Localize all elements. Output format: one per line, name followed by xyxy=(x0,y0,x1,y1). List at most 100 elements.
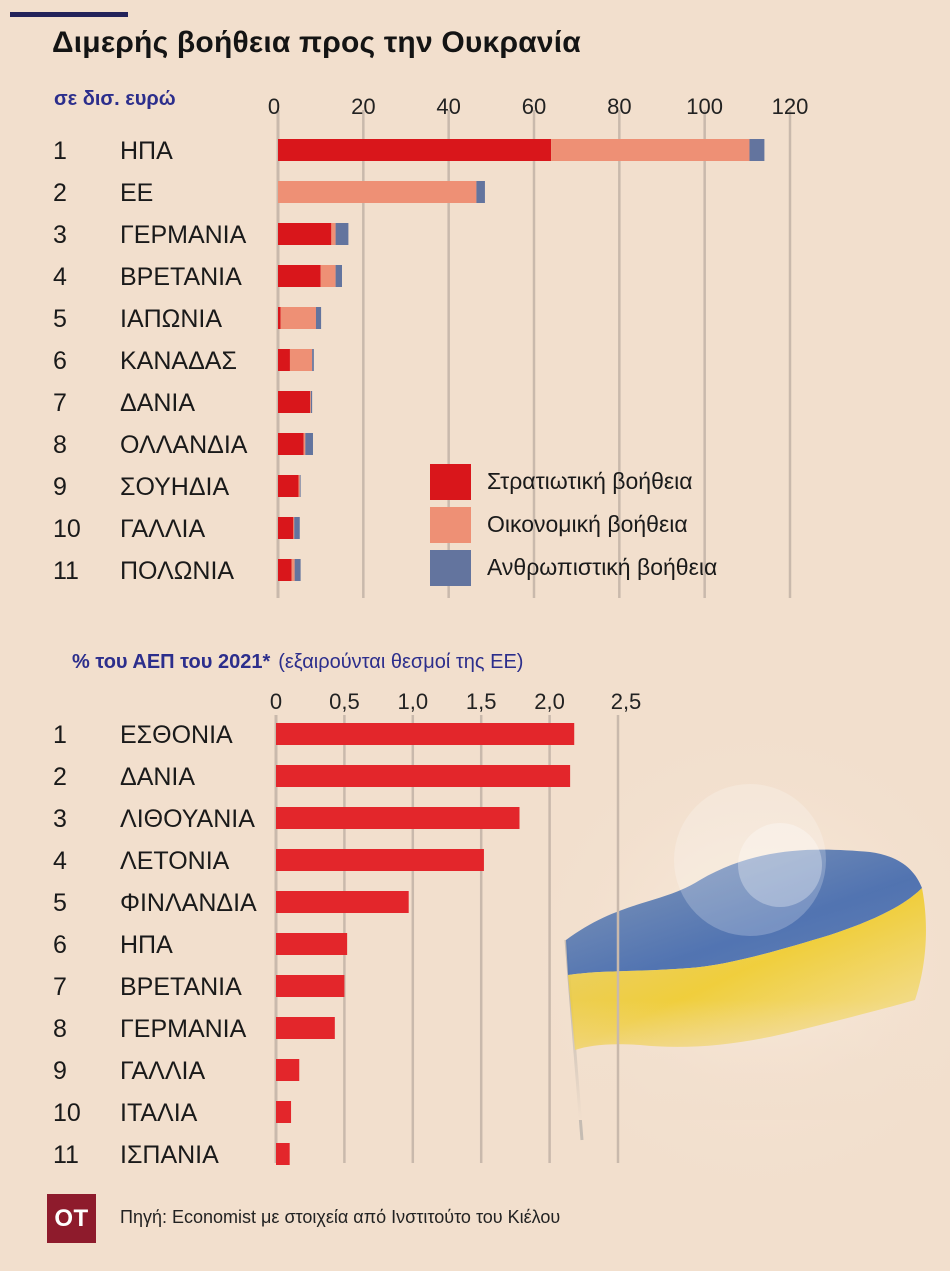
tick-label: 60 xyxy=(522,94,546,119)
bar-segment xyxy=(476,181,485,203)
bar-segment xyxy=(289,349,313,371)
source-note: Πηγή: Economist με στοιχεία από Ινστιτού… xyxy=(120,1207,561,1227)
bar-segment xyxy=(294,559,301,581)
rank-label: 1 xyxy=(53,137,67,165)
category-label: ΟΛΛΑΝΔΙΑ xyxy=(120,431,248,459)
bar-segment xyxy=(294,517,300,539)
tick-label: 2,5 xyxy=(611,689,642,714)
flag-blue-stripe xyxy=(566,849,922,975)
bar-segment xyxy=(331,223,336,245)
category-label: ΛΕΤΟΝΙΑ xyxy=(120,847,230,875)
rank-label: 5 xyxy=(53,889,67,917)
rank-label: 6 xyxy=(53,931,67,959)
bar xyxy=(276,849,484,871)
rank-label: 2 xyxy=(53,763,67,791)
legend-item-humanitarian: Ανθρωπιστική βοήθεια xyxy=(430,546,717,589)
bar-segment xyxy=(278,265,321,287)
legend-swatch-military xyxy=(430,463,471,500)
rank-label: 10 xyxy=(53,515,81,543)
flag-fade xyxy=(560,1000,940,1120)
bar-segment xyxy=(278,307,281,329)
bar-segment xyxy=(278,181,477,203)
category-label: ΕΣΘΟΝΙΑ xyxy=(120,721,233,749)
rank-label: 3 xyxy=(53,221,67,249)
tick-label: 0 xyxy=(270,689,282,714)
category-label: ΒΡΕΤΑΝΙΑ xyxy=(120,263,242,291)
bar-segment xyxy=(315,307,322,329)
lens-flare xyxy=(674,784,826,936)
bar xyxy=(276,891,409,913)
rank-label: 3 xyxy=(53,805,67,833)
bar xyxy=(276,723,575,745)
category-label: ΗΠΑ xyxy=(120,931,173,959)
legend-label-financial: Οικονομική βοήθεια xyxy=(487,511,688,537)
category-label: ΣΟΥΗΔΙΑ xyxy=(120,473,229,501)
category-label: ΓΑΛΛΙΑ xyxy=(120,515,205,543)
rank-label: 8 xyxy=(53,431,67,459)
category-label: ΔΑΝΙΑ xyxy=(120,389,195,417)
bar xyxy=(276,765,571,787)
bar-segment xyxy=(278,517,294,539)
legend-label-humanitarian: Ανθρωπιστική βοήθεια xyxy=(487,554,718,580)
page-title: Διμερής βοήθεια προς την Ουκρανία xyxy=(52,26,581,59)
bar-segment xyxy=(310,391,313,413)
bar-segment xyxy=(280,307,316,329)
rank-label: 4 xyxy=(53,263,67,291)
lens-flare-small xyxy=(738,823,822,907)
bar-segment xyxy=(278,139,552,161)
rank-label: 1 xyxy=(53,721,67,749)
rank-label: 11 xyxy=(53,1141,79,1169)
aid-billions-chart: 0 20 40 60 80 100 120 1 ΗΠΑ 2 ΕΕ 3 ΓΕΡΜΑΝΙΑ 4 ΒΡΕΤΑΝΙΑ… xyxy=(53,94,809,598)
bar-segment xyxy=(312,349,314,371)
category-label: ΙΣΠΑΝΙΑ xyxy=(120,1141,219,1169)
bar xyxy=(276,1101,292,1123)
legend-swatch-financial xyxy=(430,506,471,543)
category-label: ΓΑΛΛΙΑ xyxy=(120,1057,205,1085)
legend-item-military: Στρατιωτική βοήθεια xyxy=(430,460,717,503)
category-label: ΙΤΑΛΙΑ xyxy=(120,1099,198,1127)
ot-logo: OT xyxy=(47,1194,96,1243)
top-rule xyxy=(10,12,128,17)
category-label: ΔΑΝΙΑ xyxy=(120,763,195,791)
rank-label: 10 xyxy=(53,1099,81,1127)
category-label: ΛΙΘΟΥΑΝΙΑ xyxy=(120,805,255,833)
legend-item-financial: Οικονομική βοήθεια xyxy=(430,503,717,546)
bar-segment xyxy=(278,391,310,413)
bar-segment xyxy=(291,559,295,581)
bar-segment xyxy=(320,265,336,287)
tick-label: 100 xyxy=(686,94,723,119)
bar xyxy=(276,933,348,955)
category-label: ΗΠΑ xyxy=(120,137,173,165)
bar-segment xyxy=(335,265,342,287)
bar xyxy=(276,975,345,997)
category-label: ΒΡΕΤΑΝΙΑ xyxy=(120,973,242,1001)
rank-label: 9 xyxy=(53,473,67,501)
bar-segment xyxy=(335,223,349,245)
bar-segment xyxy=(293,517,295,539)
rank-label: 4 xyxy=(53,847,67,875)
tick-label: 0 xyxy=(268,94,280,119)
legend: Στρατιωτική βοήθεια Οικονομική βοήθεια Α… xyxy=(430,460,717,589)
bar-segment xyxy=(278,433,304,455)
legend-swatch-humanitarian xyxy=(430,549,471,586)
bar-segment xyxy=(278,559,292,581)
tick-label: 0,5 xyxy=(329,689,360,714)
rank-label: 5 xyxy=(53,305,67,333)
bar-segment xyxy=(305,433,313,455)
category-label: ΙΑΠΩΝΙΑ xyxy=(120,305,222,333)
rank-label: 8 xyxy=(53,1015,67,1043)
bar-segment xyxy=(278,475,299,497)
gdp-label-main: % του ΑΕΠ του 2021* xyxy=(72,651,271,673)
rank-label: 9 xyxy=(53,1057,67,1085)
tick-label: 120 xyxy=(772,94,809,119)
tick-label: 80 xyxy=(607,94,631,119)
bar-segment xyxy=(303,433,306,455)
tick-label: 1,5 xyxy=(466,689,497,714)
bar-segment xyxy=(310,391,311,413)
tick-label: 1,0 xyxy=(398,689,429,714)
gdp-units-label: % του ΑΕΠ του 2021* (εξαιρούνται θεσμοί τ… xyxy=(72,651,523,674)
bar-segment xyxy=(551,139,750,161)
category-label: ΓΕΡΜΑΝΙΑ xyxy=(120,221,247,249)
aid-gdp-chart: 0 0,5 1,0 1,5 2,0 2,5 1 ΕΣΘΟΝΙΑ 2 ΔΑΝΙΑ 3 ΛΙΘΟΥΑΝΙΑ… xyxy=(53,689,642,1169)
